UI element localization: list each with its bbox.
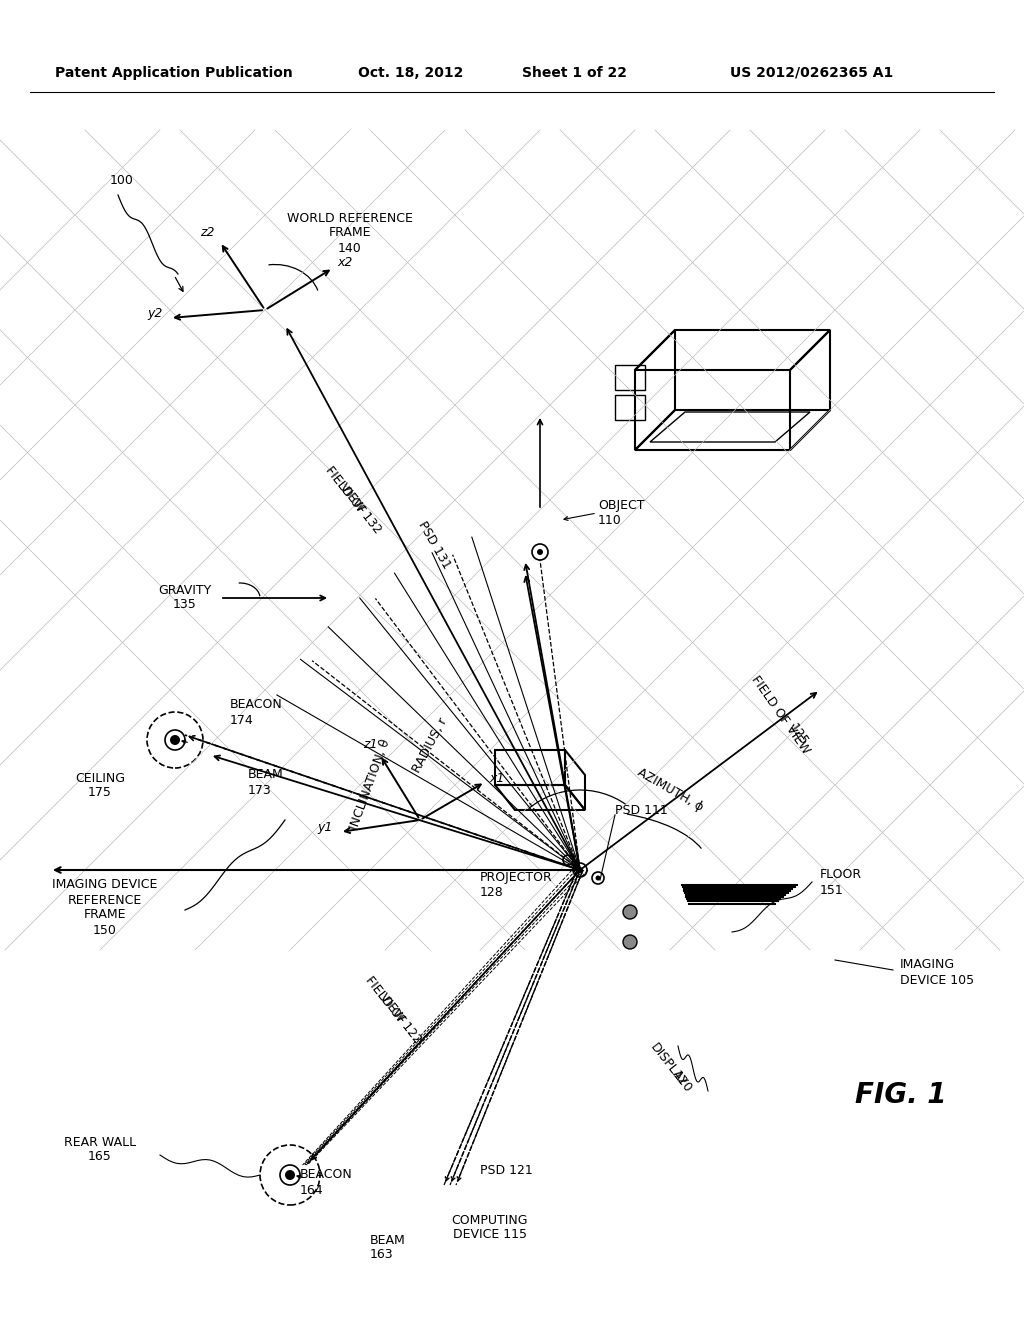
Text: PROJECTOR: PROJECTOR [480,871,553,884]
Text: CEILING: CEILING [75,771,125,784]
Text: PSD 111: PSD 111 [615,804,668,817]
Circle shape [577,867,583,873]
Text: GRAVITY: GRAVITY [159,583,212,597]
Text: 175: 175 [88,787,112,800]
Text: REAR WALL: REAR WALL [63,1135,136,1148]
Text: x1: x1 [489,771,505,784]
Text: AZIMUTH, ϕ: AZIMUTH, ϕ [635,766,706,814]
Text: Patent Application Publication: Patent Application Publication [55,66,293,81]
Text: RADIUS, r: RADIUS, r [411,715,450,775]
Circle shape [170,735,180,744]
Text: BEACON: BEACON [230,698,283,711]
Text: 120: 120 [670,1069,694,1096]
Text: WORLD REFERENCE: WORLD REFERENCE [287,211,413,224]
Text: 163: 163 [370,1249,393,1262]
Text: y2: y2 [147,306,163,319]
Text: REFERENCE: REFERENCE [68,894,142,907]
Text: 128: 128 [480,887,504,899]
Text: 135: 135 [173,598,197,611]
Text: 150: 150 [93,924,117,936]
Text: PSD 121: PSD 121 [480,1163,532,1176]
Text: OBJECT: OBJECT [598,499,644,511]
Text: 164: 164 [300,1184,324,1196]
Text: 151: 151 [820,883,844,896]
Text: y1: y1 [317,821,333,834]
Text: 140: 140 [338,242,361,255]
Text: BEAM: BEAM [248,768,284,781]
Text: z1: z1 [362,738,377,751]
Circle shape [537,549,543,554]
Text: 165: 165 [88,1151,112,1163]
Text: z2: z2 [200,226,214,239]
Circle shape [623,906,637,919]
Text: FLOOR: FLOOR [820,869,862,882]
Text: BEAM: BEAM [370,1233,406,1246]
Text: PSD 131: PSD 131 [415,519,453,572]
Text: FIG. 1: FIG. 1 [855,1081,946,1109]
Text: US 2012/0262365 A1: US 2012/0262365 A1 [730,66,893,81]
Text: DEVICE 105: DEVICE 105 [900,974,974,986]
Text: x2: x2 [337,256,352,268]
Text: 100: 100 [110,173,134,186]
Text: FIELD OF: FIELD OF [323,463,368,516]
Circle shape [285,1170,295,1180]
Text: IMAGING DEVICE: IMAGING DEVICE [52,879,158,891]
Text: 125: 125 [785,722,810,748]
Circle shape [623,935,637,949]
Text: FRAME: FRAME [84,908,126,921]
Text: 110: 110 [598,513,622,527]
Text: 174: 174 [230,714,254,726]
Circle shape [596,875,600,880]
Text: Sheet 1 of 22: Sheet 1 of 22 [522,66,627,81]
Text: DISPLAY: DISPLAY [647,1041,689,1089]
Text: FIELD OF: FIELD OF [362,974,408,1026]
Text: COMPUTING: COMPUTING [452,1213,528,1226]
Text: Oct. 18, 2012: Oct. 18, 2012 [358,66,464,81]
Text: FIELD OF VIEW: FIELD OF VIEW [749,673,812,756]
Text: INCLINATION, θ: INCLINATION, θ [347,738,392,832]
Text: 173: 173 [248,784,271,796]
Text: IMAGING: IMAGING [900,958,955,972]
Text: BEACON: BEACON [300,1168,352,1181]
Text: VIEW 122: VIEW 122 [377,990,424,1045]
Text: FRAME: FRAME [329,227,372,239]
Text: DEVICE 115: DEVICE 115 [453,1229,527,1242]
Text: VIEW 132: VIEW 132 [337,480,384,536]
